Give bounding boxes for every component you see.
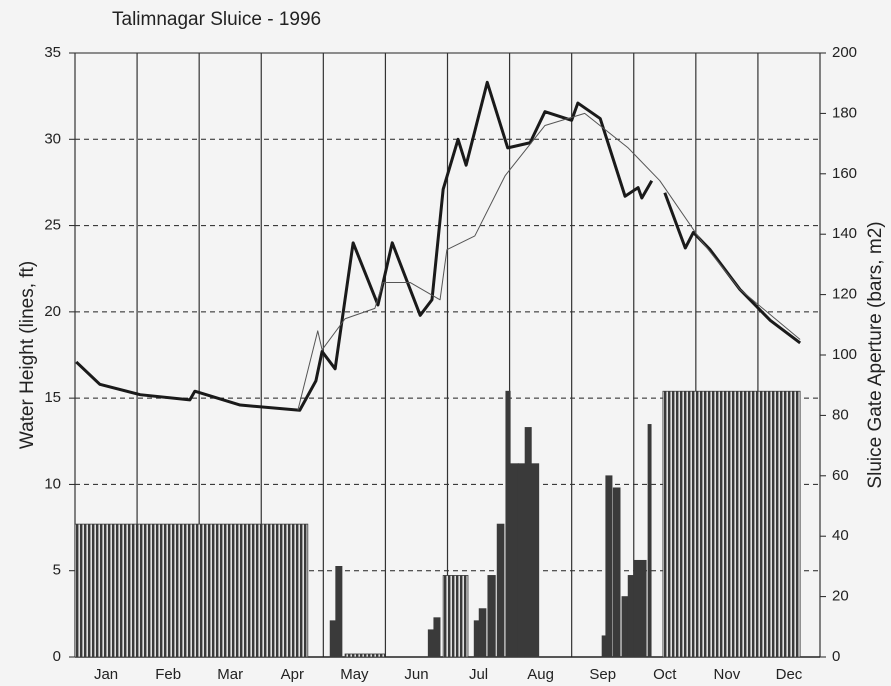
bar [627, 575, 635, 658]
x-tick-label: Apr [281, 666, 304, 683]
y-axis-title: Water Height (lines, ft) [17, 261, 38, 449]
y2-tick-label: 120 [832, 286, 857, 303]
y-tick-label: 0 [53, 648, 61, 665]
line [297, 112, 801, 411]
x-tick-label: Feb [155, 666, 181, 683]
bar [433, 617, 441, 658]
bar [647, 424, 652, 658]
y2-tick-label: 0 [832, 648, 840, 665]
bar [427, 629, 435, 658]
bar [344, 653, 386, 658]
bar [605, 475, 613, 658]
bar [621, 596, 629, 658]
y2-tick-label: 20 [832, 588, 849, 605]
y2-axis-title: Sluice Gate Aperture (bars, m2) [865, 221, 886, 488]
bar [601, 635, 607, 658]
bar [478, 608, 487, 658]
bar [612, 487, 621, 658]
y2-tick-label: 100 [832, 346, 857, 363]
y-tick-label: 5 [53, 562, 61, 579]
x-tick-label: Jun [404, 666, 428, 683]
y-tick-label: 10 [44, 475, 61, 492]
bar [329, 620, 336, 658]
y-tick-label: 20 [44, 303, 61, 320]
bar [662, 390, 801, 658]
x-tick-label: Mar [217, 666, 243, 683]
y-tick-label: 25 [44, 217, 61, 234]
x-tick-label: Aug [527, 666, 554, 683]
x-tick-label: Jan [94, 666, 118, 683]
y2-tick-label: 40 [832, 527, 849, 544]
bar [487, 575, 496, 658]
y2-tick-label: 80 [832, 406, 849, 423]
bar [335, 566, 343, 658]
x-tick-label: Sep [589, 666, 616, 683]
y2-tick-label: 200 [832, 44, 857, 61]
bar [517, 463, 526, 658]
x-tick-label: Nov [714, 666, 741, 683]
y2-tick-label: 160 [832, 165, 857, 182]
bar [496, 523, 505, 658]
x-tick-label: Oct [653, 666, 677, 683]
y-tick-label: 15 [44, 389, 61, 406]
bar [442, 575, 469, 658]
bar [74, 523, 309, 658]
bar [505, 390, 511, 658]
y-tick-label: 30 [44, 130, 61, 147]
x-tick-label: May [340, 666, 369, 683]
x-tick-label: Jul [469, 666, 488, 683]
bar [473, 620, 480, 658]
y-tick-label: 35 [44, 44, 61, 61]
bar [524, 427, 532, 658]
x-tick-label: Dec [776, 666, 803, 683]
y2-tick-label: 180 [832, 104, 857, 121]
y2-tick-label: 60 [832, 467, 849, 484]
bar [530, 463, 540, 658]
bar [633, 559, 647, 658]
chart-title: Talimnagar Sluice - 1996 [112, 9, 321, 30]
y2-tick-label: 140 [832, 225, 857, 242]
line [75, 80, 802, 412]
bar [509, 463, 519, 658]
